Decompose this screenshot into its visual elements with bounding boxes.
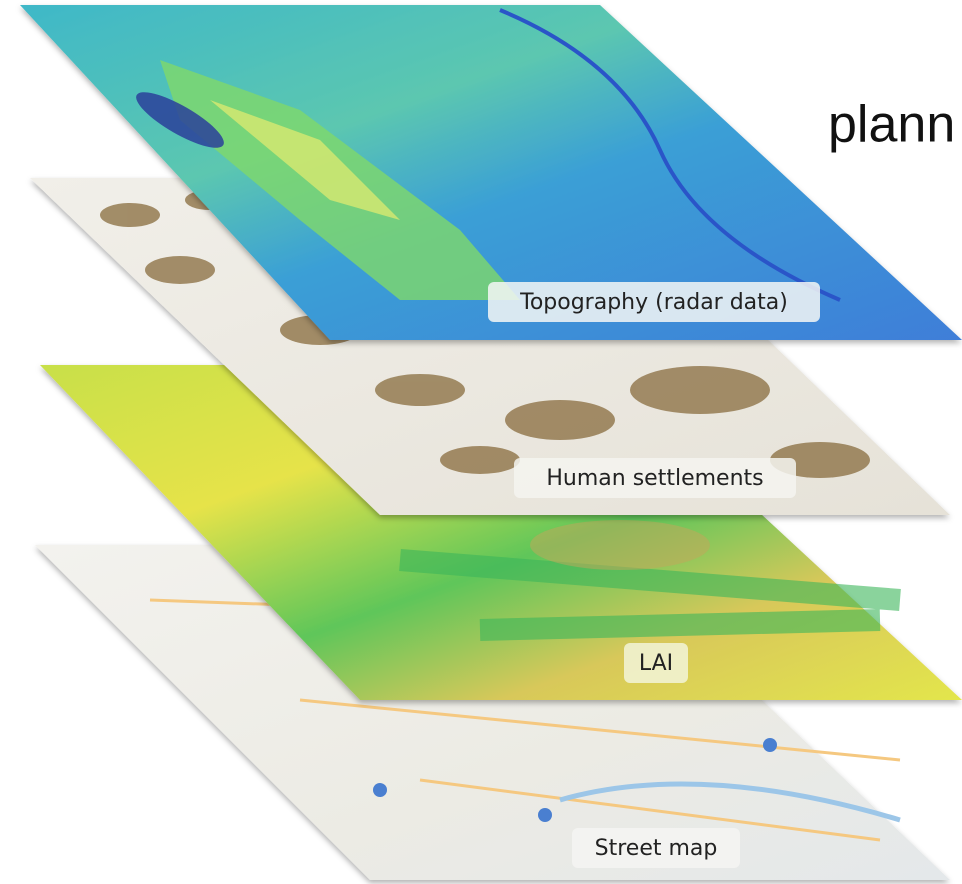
lai-layer [40,365,962,700]
heading: plann [828,96,955,154]
layer-label: Topography (radar data) [519,290,788,315]
layer-label: Street map [595,836,718,861]
topography-layer [20,5,962,340]
layer-label: Human settlements [546,466,763,491]
street-map-layer [35,545,950,880]
layer-label: LAI [639,651,673,676]
labels: Topography (radar data) Human settlement… [488,282,820,868]
